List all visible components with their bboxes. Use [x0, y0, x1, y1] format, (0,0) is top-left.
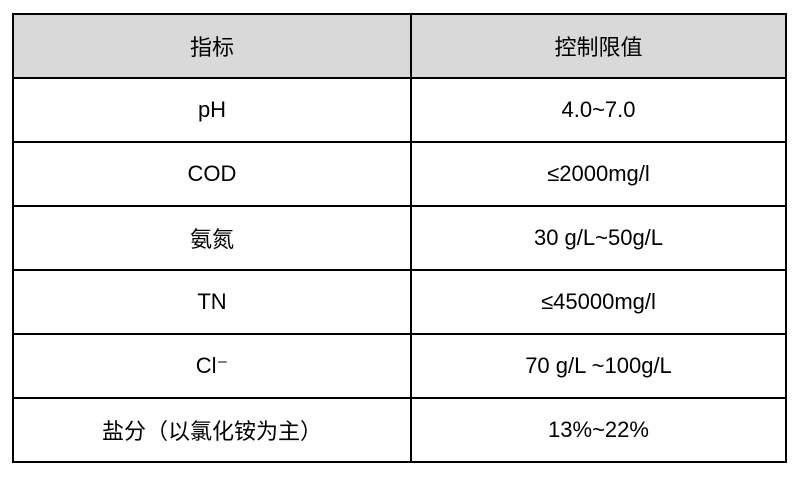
cell-indicator: 氨氮	[12, 205, 412, 271]
header-cell-limit: 控制限值	[410, 13, 787, 79]
table-row: COD ≤2000mg/l	[12, 141, 787, 207]
cell-indicator: Cl⁻	[12, 333, 412, 399]
cell-limit: 13%~22%	[410, 397, 787, 463]
cell-limit: 30 g/L~50g/L	[410, 205, 787, 271]
cell-indicator: 盐分（以氯化铵为主）	[12, 397, 412, 463]
cell-limit: 70 g/L ~100g/L	[410, 333, 787, 399]
table-row: pH 4.0~7.0	[12, 77, 787, 143]
control-limits-table: 指标 控制限值 pH 4.0~7.0 COD ≤2000mg/l 氨氮 30 g…	[12, 13, 787, 463]
table-header-row: 指标 控制限值	[12, 13, 787, 79]
table-row: 氨氮 30 g/L~50g/L	[12, 205, 787, 271]
table-row: TN ≤45000mg/l	[12, 269, 787, 335]
cell-limit: ≤45000mg/l	[410, 269, 787, 335]
cell-indicator: COD	[12, 141, 412, 207]
cell-indicator: pH	[12, 77, 412, 143]
cell-indicator: TN	[12, 269, 412, 335]
cell-limit: 4.0~7.0	[410, 77, 787, 143]
header-cell-indicator: 指标	[12, 13, 412, 79]
table-row: 盐分（以氯化铵为主） 13%~22%	[12, 397, 787, 463]
cell-limit: ≤2000mg/l	[410, 141, 787, 207]
table-row: Cl⁻ 70 g/L ~100g/L	[12, 333, 787, 399]
